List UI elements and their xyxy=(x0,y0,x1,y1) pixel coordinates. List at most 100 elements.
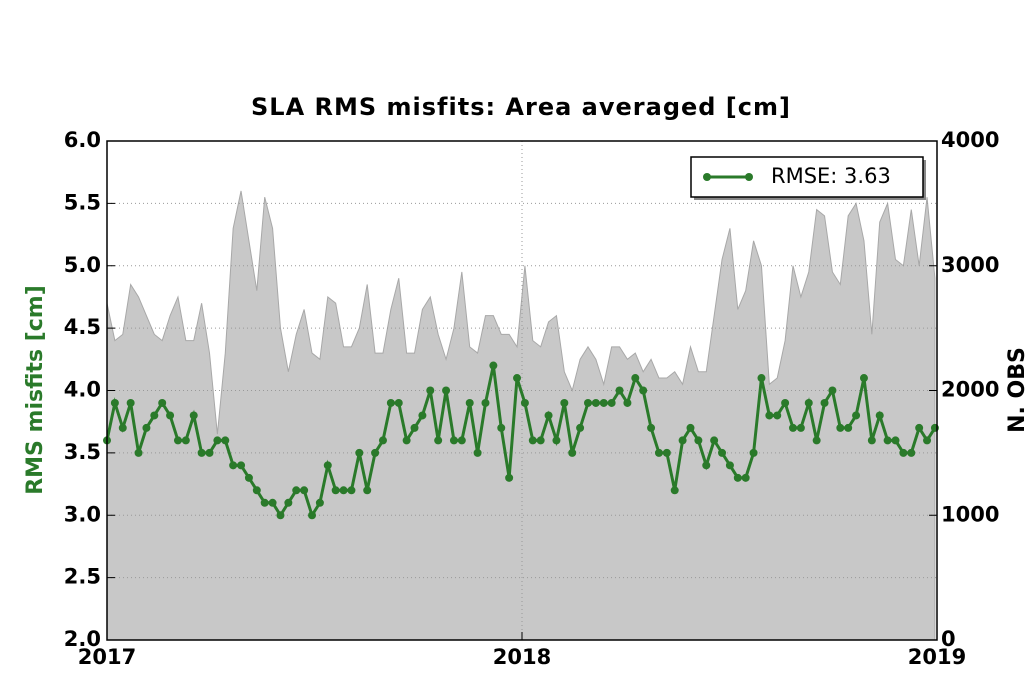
legend-label: RMSE: 3.63 xyxy=(771,164,891,188)
point xyxy=(883,436,892,445)
point xyxy=(812,436,821,445)
point xyxy=(852,411,861,420)
point xyxy=(118,423,127,432)
point xyxy=(371,448,380,457)
y-tick-label: 3.5 xyxy=(64,440,101,464)
point xyxy=(394,398,403,407)
point xyxy=(150,411,159,420)
point xyxy=(765,411,774,420)
point xyxy=(268,498,277,507)
point xyxy=(631,374,640,383)
point xyxy=(213,436,222,445)
y-axis-label: RMS misfits [cm] xyxy=(23,285,48,495)
point xyxy=(828,386,837,395)
point xyxy=(662,448,671,457)
point xyxy=(710,436,719,445)
point xyxy=(237,461,246,470)
point xyxy=(331,486,340,495)
point xyxy=(355,448,364,457)
point xyxy=(134,448,143,457)
legend-swatch xyxy=(745,173,753,181)
point xyxy=(166,411,175,420)
point xyxy=(520,398,529,407)
y-tick-label: 5.5 xyxy=(64,190,101,214)
point xyxy=(576,423,585,432)
point xyxy=(560,398,569,407)
point xyxy=(323,461,332,470)
y-tick-label: 6.0 xyxy=(64,128,101,152)
point xyxy=(434,436,443,445)
point xyxy=(244,473,253,482)
point xyxy=(308,511,317,520)
y2-tick-label: 3000 xyxy=(941,253,999,277)
point xyxy=(189,411,198,420)
point xyxy=(402,436,411,445)
point xyxy=(544,411,553,420)
point xyxy=(607,398,616,407)
point xyxy=(568,448,577,457)
point xyxy=(497,423,506,432)
point xyxy=(844,423,853,432)
point xyxy=(457,436,466,445)
y-tick-label: 3.0 xyxy=(64,502,101,526)
y2-tick-label: 0 xyxy=(941,627,956,651)
point xyxy=(820,398,829,407)
point xyxy=(181,436,190,445)
point xyxy=(718,448,727,457)
point xyxy=(126,398,135,407)
point xyxy=(804,398,813,407)
point xyxy=(678,436,687,445)
point xyxy=(923,436,932,445)
point xyxy=(505,473,514,482)
x-tick-label: 2017 xyxy=(78,645,136,669)
point xyxy=(418,411,427,420)
point xyxy=(915,423,924,432)
point xyxy=(197,448,206,457)
point xyxy=(292,486,301,495)
point xyxy=(221,436,230,445)
point xyxy=(481,398,490,407)
point xyxy=(142,423,151,432)
point xyxy=(363,486,372,495)
x-tick-label: 2018 xyxy=(493,645,551,669)
y-tick-label: 5.0 xyxy=(64,253,101,277)
y2-tick-label: 4000 xyxy=(941,128,999,152)
point xyxy=(339,486,348,495)
point xyxy=(733,473,742,482)
point xyxy=(647,423,656,432)
point xyxy=(867,436,876,445)
point xyxy=(426,386,435,395)
y2-tick-label: 1000 xyxy=(941,502,999,526)
point xyxy=(260,498,269,507)
point xyxy=(315,498,324,507)
y-tick-label: 4.0 xyxy=(64,378,101,402)
point xyxy=(386,398,395,407)
point xyxy=(875,411,884,420)
point xyxy=(899,448,908,457)
point xyxy=(300,486,309,495)
point xyxy=(702,461,711,470)
point xyxy=(528,436,537,445)
point xyxy=(536,436,545,445)
point xyxy=(749,448,758,457)
point xyxy=(836,423,845,432)
point xyxy=(473,448,482,457)
point xyxy=(449,436,458,445)
point xyxy=(465,398,474,407)
point xyxy=(284,498,293,507)
point xyxy=(615,386,624,395)
x-tick-label: 2019 xyxy=(908,645,966,669)
point xyxy=(110,398,119,407)
point xyxy=(229,461,238,470)
y2-axis-label: N. OBS xyxy=(1005,347,1030,433)
point xyxy=(276,511,285,520)
point xyxy=(378,436,387,445)
point xyxy=(796,423,805,432)
point xyxy=(513,374,522,383)
point xyxy=(725,461,734,470)
point xyxy=(442,386,451,395)
point xyxy=(670,486,679,495)
point xyxy=(788,423,797,432)
point xyxy=(773,411,782,420)
